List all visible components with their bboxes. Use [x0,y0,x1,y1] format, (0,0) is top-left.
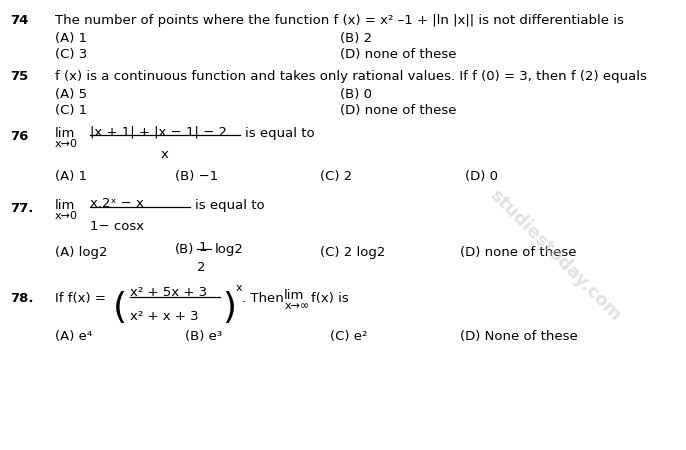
Text: x² + x + 3: x² + x + 3 [130,310,199,323]
Text: x² + 5x + 3: x² + 5x + 3 [130,286,207,299]
Text: |x + 1| + |x − 1| − 2: |x + 1| + |x − 1| − 2 [90,125,227,138]
Text: studiestoday.com: studiestoday.com [486,186,624,324]
Text: lim: lim [55,199,75,212]
Text: (C) 1: (C) 1 [55,104,87,117]
Text: (D) None of these: (D) None of these [460,330,578,343]
Text: 2: 2 [197,261,206,274]
Text: lim: lim [284,289,305,302]
Text: is equal to: is equal to [245,127,315,140]
Text: (D) none of these: (D) none of these [340,104,456,117]
Text: x: x [236,283,243,293]
Text: (C) 2: (C) 2 [320,170,352,183]
Text: (D) none of these: (D) none of these [340,48,456,61]
Text: 1− cosx: 1− cosx [90,220,144,233]
Text: lim: lim [55,127,75,140]
Text: (D) 0: (D) 0 [465,170,498,183]
Text: The number of points where the function f (x) = x² –1 + |ln |x|| is not differen: The number of points where the function … [55,14,624,27]
Text: (A) 1: (A) 1 [55,32,87,45]
Text: f (x) is a continuous function and takes only rational values. If f (0) = 3, the: f (x) is a continuous function and takes… [55,70,647,83]
Text: x→∞: x→∞ [285,301,310,311]
Text: ): ) [222,291,236,325]
Text: 78.: 78. [10,292,34,305]
Text: (A) log2: (A) log2 [55,246,108,259]
Text: is equal to: is equal to [195,199,265,212]
Text: 77.: 77. [10,202,34,215]
Text: x→0: x→0 [55,211,78,221]
Text: f(x) is: f(x) is [311,292,348,305]
Text: (B) 2: (B) 2 [340,32,372,45]
Text: If f(x) =: If f(x) = [55,292,106,305]
Text: log2: log2 [215,243,244,256]
Text: (A) e⁴: (A) e⁴ [55,330,92,343]
Text: 1: 1 [199,241,207,254]
Text: 76: 76 [10,130,28,143]
Text: (A) 1: (A) 1 [55,170,87,183]
Text: (C) 2 log2: (C) 2 log2 [320,246,386,259]
Text: (C) 3: (C) 3 [55,48,87,61]
Text: x→0: x→0 [55,139,78,149]
Text: . Then: . Then [242,292,284,305]
Text: x: x [161,148,169,161]
Text: (A) 5: (A) 5 [55,88,87,101]
Text: 75: 75 [10,70,28,83]
Text: (B) 0: (B) 0 [340,88,372,101]
Text: (B): (B) [175,243,194,256]
Text: (: ( [113,291,127,325]
Text: (D) none of these: (D) none of these [460,246,576,259]
Text: (B) e³: (B) e³ [185,330,222,343]
Text: x.2ˣ − x: x.2ˣ − x [90,197,144,210]
Text: (C) e²: (C) e² [330,330,368,343]
Text: (B) −1: (B) −1 [175,170,218,183]
Text: 74: 74 [10,14,28,27]
